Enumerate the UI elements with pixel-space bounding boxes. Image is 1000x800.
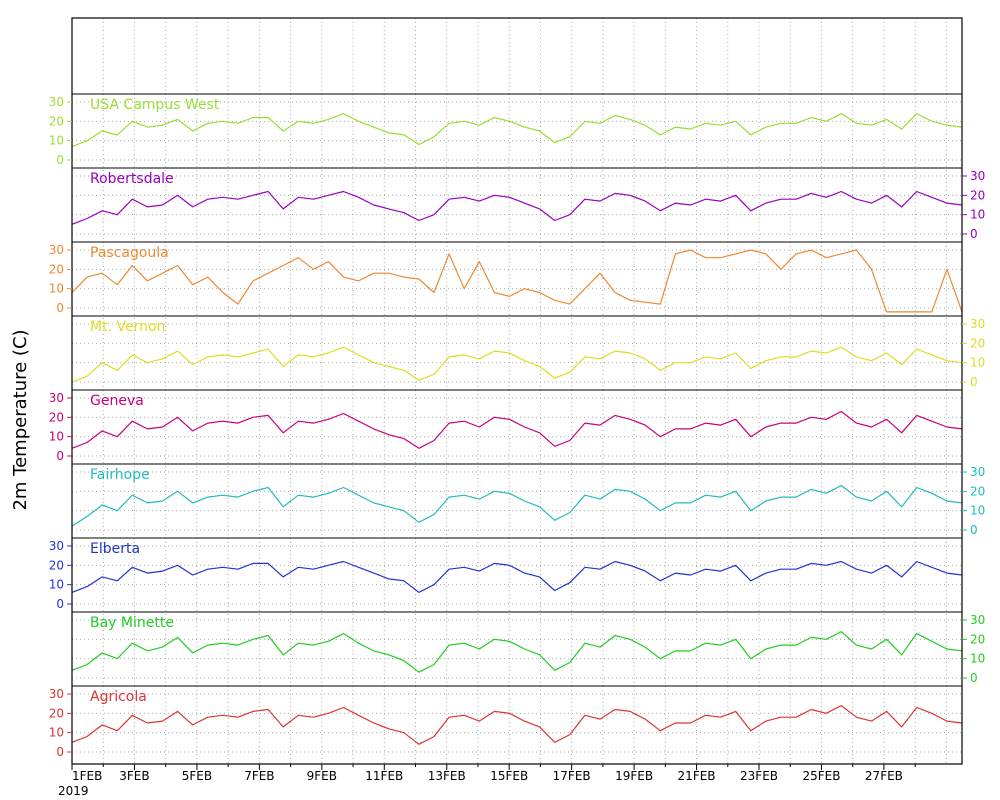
series-layer [71,112,963,745]
x-tick-label: 25FEB [802,769,840,783]
y-tick-label: 20 [49,114,64,128]
series-line [71,560,963,594]
series-line [71,190,963,225]
series-label: USA Campus West [90,97,220,113]
y-tick-label: 0 [970,227,978,241]
y-tick-label: 30 [970,465,985,479]
series-line [71,484,963,527]
axes: 1FEB 3FEB 5FEB 7FEB 9FEB 11FEB 13FEB 15FEB 17FEB… [49,17,985,783]
series-label: Mt. Vernon [90,319,165,335]
y-tick-label: 20 [970,188,985,202]
x-tick-label: 3FEB [119,769,149,783]
grid [72,18,962,764]
x-tick-label: 23FEB [740,769,778,783]
y-tick-label: 30 [49,95,64,109]
y-tick-label: 0 [56,449,64,463]
series-line [71,704,963,745]
x-tick-label: 9FEB [307,769,337,783]
y-tick-label: 30 [970,169,985,183]
y-tick-label: 10 [970,356,985,370]
y-tick-label: 10 [49,282,64,296]
y-tick-label: 0 [56,745,64,759]
x-tick-label: 27FEB [865,769,903,783]
series-line [71,410,963,449]
x-tick-label: 7FEB [244,769,274,783]
y-tick-label: 20 [49,558,64,572]
y-tick-label: 10 [49,726,64,740]
y-tick-label: 0 [56,301,64,315]
x-tick-label: 5FEB [182,769,212,783]
x-tick-label: 1FEB [72,769,102,783]
y-tick-label: 20 [49,410,64,424]
y-tick-label: 10 [49,430,64,444]
x-tick-label: 11FEB [365,769,403,783]
y-tick-label: 30 [49,243,64,257]
y-tick-label: 20 [49,706,64,720]
series-label: Fairhope [90,467,150,483]
series-label: Agricola [90,689,147,705]
x-tick-label: 13FEB [428,769,466,783]
y-tick-label: 30 [970,317,985,331]
y-tick-label: 0 [56,153,64,167]
y-tick-label: 0 [970,375,978,389]
y-tick-label: 0 [56,597,64,611]
y-tick-label: 30 [49,687,64,701]
y-tick-label: 20 [970,632,985,646]
y-tick-label: 10 [970,208,985,222]
y-tick-label: 30 [970,613,985,627]
y-tick-label: 0 [970,523,978,537]
series-line [71,112,963,148]
x-tick-label: 15FEB [490,769,528,783]
y-tick-label: 10 [970,504,985,518]
x-tick-label: 17FEB [553,769,591,783]
y-axis-label: 2m Temperature (C) [10,329,31,510]
y-tick-label: 30 [49,391,64,405]
series-label: Bay Minette [90,615,174,631]
series-line [71,249,963,313]
series-label: Geneva [90,393,144,409]
series-label: Robertsdale [90,171,174,187]
y-tick-label: 20 [970,484,985,498]
series-line [71,346,963,383]
x-tick-label: 21FEB [678,769,716,783]
x-axis-year-label: 2019 [58,784,89,798]
y-tick-label: 30 [49,539,64,553]
x-tick-label: 19FEB [615,769,653,783]
y-tick-label: 20 [970,336,985,350]
y-tick-label: 20 [49,262,64,276]
series-label: Elberta [90,541,140,557]
series-label: Pascagoula [90,245,169,261]
series-line [71,630,963,673]
y-tick-label: 10 [49,578,64,592]
plot-frame [71,17,963,765]
y-tick-label: 10 [49,134,64,148]
y-tick-label: 10 [970,652,985,666]
y-tick-label: 0 [970,671,978,685]
